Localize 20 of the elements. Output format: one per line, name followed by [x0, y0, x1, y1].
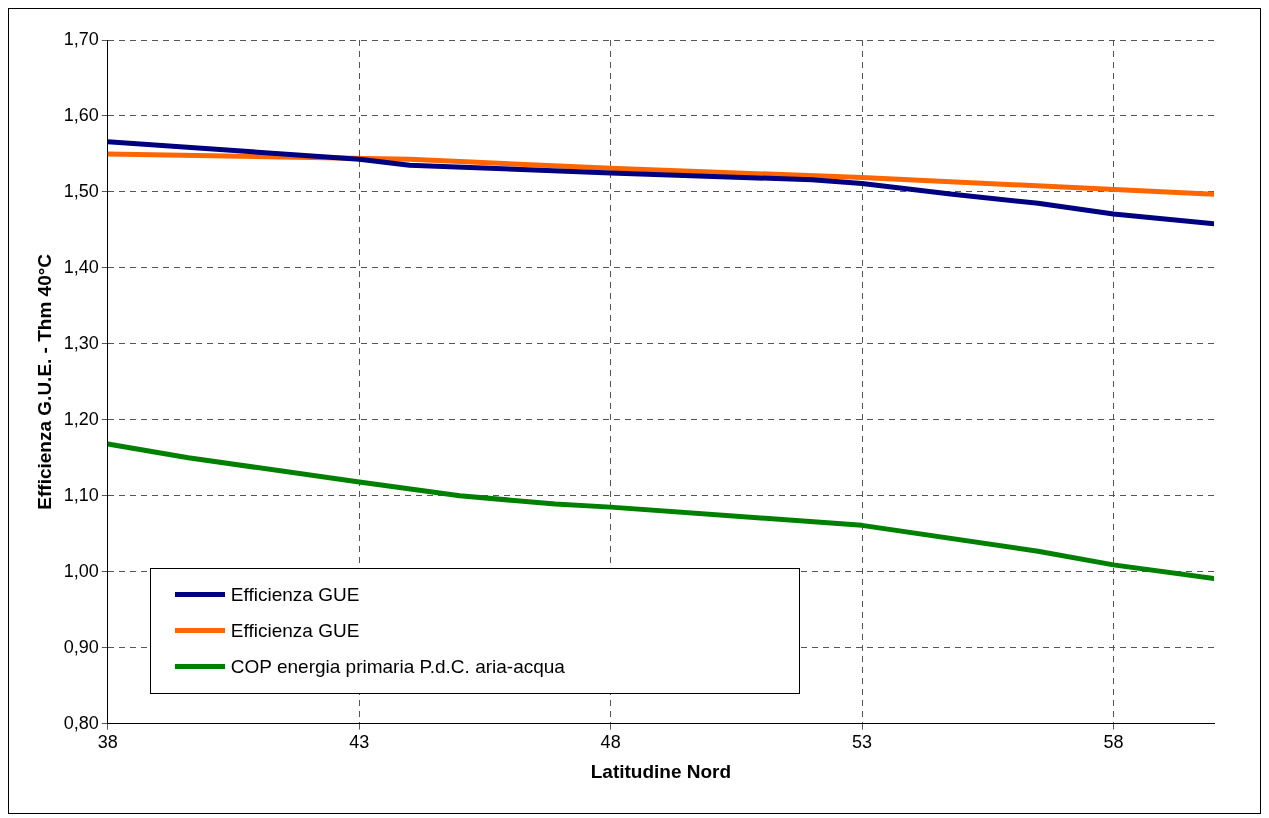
- legend-label: Efficienza GUE: [230, 618, 361, 643]
- x-axis-title: Latitudine Nord: [590, 760, 732, 782]
- x-tick-label: 58: [1103, 732, 1124, 753]
- y-tick-label: 0,90: [63, 636, 99, 657]
- y-tick-label: 1,00: [63, 560, 99, 581]
- y-axis-title: Efficienza G.U.E. - Thm 40°C: [33, 253, 55, 510]
- y-tick-label: 1,70: [63, 28, 99, 49]
- legend-label: COP energia primaria P.d.C. aria-acqua: [230, 654, 566, 679]
- y-tick-label: 1,60: [63, 104, 99, 125]
- x-tick-label: 43: [349, 732, 370, 753]
- legend-label: Efficienza GUE: [230, 582, 361, 607]
- y-tick-label: 1,50: [63, 180, 99, 201]
- y-tick-label: 1,40: [63, 256, 99, 277]
- y-tick-label: 1,30: [63, 332, 99, 353]
- y-tick-label: 1,10: [63, 484, 99, 505]
- x-tick-label: 38: [97, 732, 118, 753]
- x-tick-label: 48: [600, 732, 621, 753]
- x-tick-label: 53: [852, 732, 873, 753]
- y-tick-label: 0,80: [63, 712, 99, 733]
- y-tick-label: 1,20: [63, 408, 99, 429]
